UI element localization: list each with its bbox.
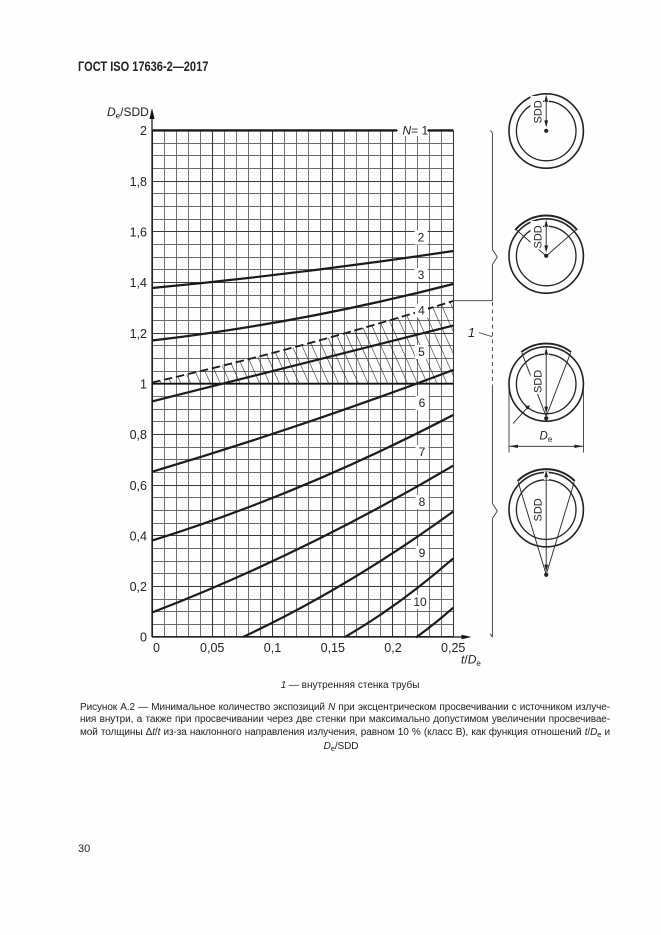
svg-text:0,25: 0,25 [441,641,465,655]
svg-text:6: 6 [419,396,426,410]
svg-text:SDD: SDD [533,498,545,521]
svg-text:1,8: 1,8 [130,175,147,189]
svg-text:0,2: 0,2 [384,641,401,655]
svg-text:9: 9 [419,546,426,560]
svg-text:SDD: SDD [533,370,545,393]
svg-text:0,1: 0,1 [264,641,281,655]
svg-text:3: 3 [418,268,425,282]
svg-text:2: 2 [140,124,147,138]
svg-text:0,05: 0,05 [200,641,224,655]
svg-text:5: 5 [418,345,425,359]
svg-text:N= 1: N= 1 [403,123,429,137]
svg-text:1,4: 1,4 [130,276,147,290]
svg-text:0,2: 0,2 [130,580,147,594]
svg-text:0,6: 0,6 [130,479,147,493]
svg-text:SDD: SDD [533,225,545,248]
svg-text:7: 7 [419,445,426,459]
svg-text:0,15: 0,15 [321,641,345,655]
svg-text:SDD: SDD [533,100,545,123]
svg-text:2: 2 [418,231,425,245]
svg-text:8: 8 [419,495,426,509]
svg-text:1,6: 1,6 [130,225,147,239]
svg-text:0: 0 [153,641,160,655]
svg-text:0: 0 [140,631,147,645]
svg-text:1,2: 1,2 [130,327,147,341]
svg-text:0,8: 0,8 [130,428,147,442]
svg-text:0,4: 0,4 [130,529,147,543]
svg-text:De: De [540,431,553,445]
svg-text:t/De: t/De [461,653,481,669]
svg-text:10: 10 [413,595,427,609]
svg-text:4: 4 [418,304,425,318]
svg-text:De/SDD: De/SDD [107,105,149,121]
svg-text:1: 1 [140,377,147,391]
svg-text:1: 1 [468,326,475,340]
